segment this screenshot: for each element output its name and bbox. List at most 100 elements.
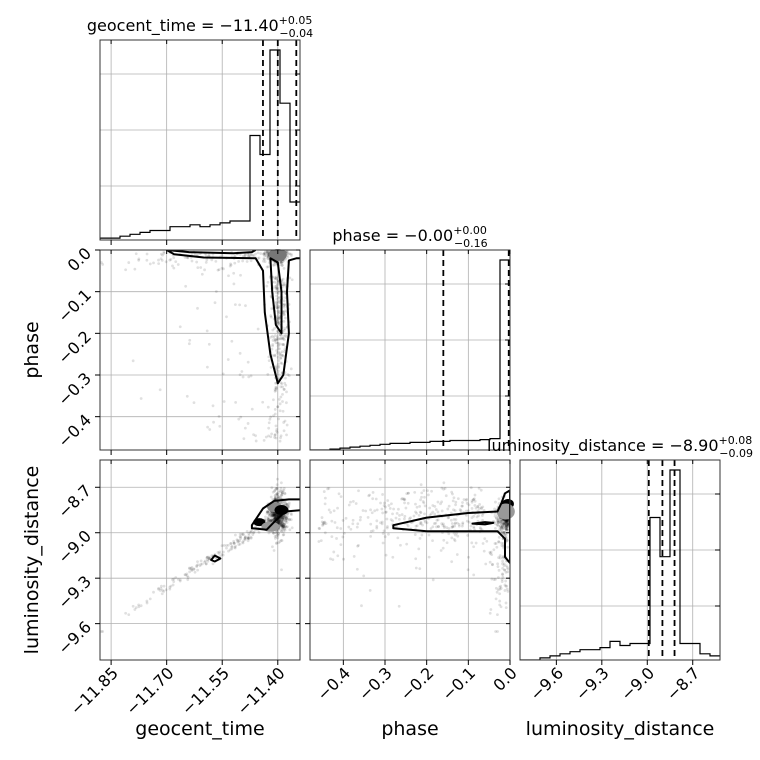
sample-point (276, 405, 280, 409)
sample-point (505, 519, 508, 523)
sample-point (243, 536, 247, 540)
sample-point (210, 258, 214, 262)
sample-point (279, 436, 282, 440)
sample-point (501, 524, 505, 528)
sample-point (190, 259, 194, 263)
panel-frame-phase-geocent_time (99, 249, 301, 451)
sample-point (277, 316, 281, 320)
sample-point (368, 588, 372, 592)
sample-point (420, 533, 424, 537)
sample-point (266, 510, 270, 514)
sample-point (277, 296, 281, 300)
sample-point (185, 256, 189, 259)
sample-point (361, 509, 365, 512)
sample-point (161, 589, 164, 592)
sample-point (497, 576, 500, 579)
sample-point (282, 281, 286, 285)
y-tick-label: −0.1 (54, 285, 95, 326)
sample-point (422, 501, 426, 505)
sample-point (504, 522, 508, 525)
sample-point (497, 535, 501, 539)
sample-point (272, 513, 276, 517)
sample-point (281, 527, 285, 531)
sample-point (387, 532, 390, 536)
sample-point (450, 536, 454, 540)
sample-point (282, 523, 286, 527)
sample-point (479, 527, 483, 531)
sample-point (375, 526, 379, 530)
sample-point (371, 529, 375, 533)
sample-point (437, 525, 440, 529)
sample-point (317, 526, 321, 530)
sample-point (493, 514, 497, 518)
sample-point (279, 334, 283, 337)
sample-point (284, 520, 288, 524)
sample-point (238, 542, 242, 546)
sample-point (273, 412, 277, 416)
x-axis-label-geocent_time: geocent_time (135, 718, 264, 740)
sample-point (464, 509, 468, 513)
sample-point (272, 414, 275, 418)
sample-point (160, 592, 164, 596)
sample-point (274, 367, 278, 370)
sample-point (499, 522, 503, 526)
sample-point (249, 259, 253, 263)
sample-point (505, 539, 509, 543)
sample-point (174, 260, 178, 263)
sample-point (289, 512, 293, 515)
sample-point (190, 566, 194, 569)
sample-point (275, 351, 279, 355)
sample-point (425, 521, 429, 525)
sample-point (436, 510, 440, 514)
sample-point (275, 430, 279, 434)
sample-point (501, 526, 505, 530)
sample-point (257, 256, 261, 260)
sample-point (469, 486, 473, 490)
sample-point (278, 522, 282, 526)
sample-point (284, 501, 287, 505)
sample-point (449, 511, 453, 515)
sample-point (415, 524, 419, 528)
sample-point (274, 286, 278, 290)
sample-point (272, 398, 275, 402)
sample-point (276, 533, 279, 537)
sample-point (276, 342, 280, 345)
x-tick-label: −0.2 (397, 663, 438, 704)
sample-point (284, 335, 288, 339)
sample-point (454, 503, 457, 507)
sample-point (280, 261, 284, 265)
sample-point (500, 544, 504, 547)
sample-point (465, 501, 469, 505)
sample-point (504, 523, 508, 527)
sample-point (276, 369, 280, 373)
sample-point (267, 513, 271, 517)
sample-point (453, 539, 457, 543)
sample-point (435, 525, 438, 529)
sample-point (273, 408, 277, 411)
sample-point (275, 513, 278, 517)
sample-point (332, 550, 336, 554)
sample-point (285, 521, 289, 524)
sample-point (274, 275, 278, 279)
sample-point (494, 542, 498, 545)
sample-point (318, 527, 322, 531)
sample-point (275, 286, 279, 290)
sample-point (277, 521, 281, 525)
sample-point (145, 258, 149, 262)
sample-point (283, 327, 287, 330)
sample-point (504, 527, 508, 531)
sample-point (413, 490, 417, 494)
sample-point (442, 487, 446, 491)
sample-point (279, 361, 283, 365)
sample-point (272, 517, 276, 521)
sample-point (265, 510, 269, 514)
sample-point (137, 258, 141, 262)
sample-point (494, 527, 497, 530)
sample-point (280, 518, 284, 521)
sample-point (505, 520, 509, 524)
sample-point (159, 252, 163, 256)
sample-point (371, 491, 375, 494)
sample-point (265, 512, 269, 515)
sample-point (320, 520, 324, 524)
sample-point (238, 303, 242, 307)
